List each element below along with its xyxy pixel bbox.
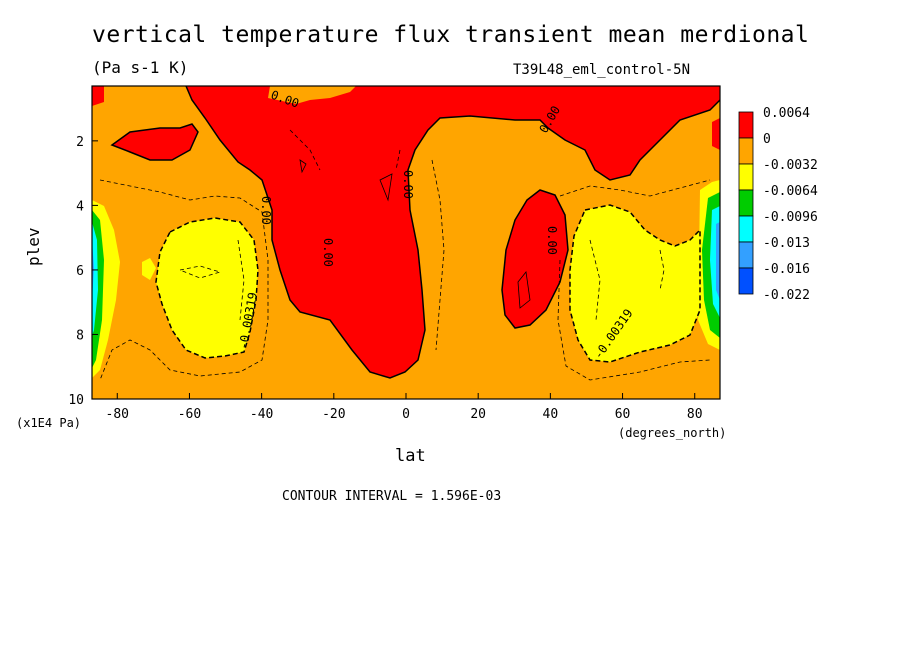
x-tick-label: 20 xyxy=(470,407,486,422)
legend-label: -0.0032 xyxy=(763,158,818,173)
contour-thin-right xyxy=(557,179,711,381)
contour-lines xyxy=(99,86,720,381)
contour-thin-left xyxy=(99,179,269,381)
x-tick-label: -80 xyxy=(106,407,129,422)
contour-thin-center xyxy=(289,129,445,351)
x-axis: -80 -60 -40 -20 0 20 40 60 80 xyxy=(106,393,703,422)
fill-yellow-left-big xyxy=(156,218,258,358)
dataset-label: T39L48_eml_control-5N xyxy=(513,62,691,78)
legend-swatch xyxy=(738,189,754,217)
x-axis-unit: (degrees_north) xyxy=(618,426,727,440)
fill-red-central-tower xyxy=(186,86,720,378)
legend-label: 0 xyxy=(763,132,771,147)
fill-red-upper-left xyxy=(112,124,198,160)
legend-label: 0.0064 xyxy=(763,106,810,121)
fill-blue-right xyxy=(716,222,720,300)
y-tick-label: 6 xyxy=(76,264,84,279)
contour-label: 0.00 xyxy=(545,226,559,255)
legend-label: -0.0096 xyxy=(763,210,818,225)
chart-units: (Pa s-1 K) xyxy=(92,58,189,77)
y-tick-label: 4 xyxy=(76,199,84,214)
y-axis: 2 4 6 8 10 xyxy=(68,135,98,408)
chart-title: vertical temperature flux transient mean… xyxy=(92,22,810,48)
x-tick-label: 60 xyxy=(615,407,631,422)
contour-interval: CONTOUR INTERVAL = 1.596E-03 xyxy=(282,489,502,504)
contour-zero-upper-left xyxy=(110,123,199,161)
y-tick-label: 10 xyxy=(68,393,84,408)
legend-label: -0.022 xyxy=(763,288,810,303)
y-axis-unit: (x1E4 Pa) xyxy=(16,416,82,430)
fill-yellow-right-big xyxy=(570,205,700,362)
x-tick-label: 0 xyxy=(402,407,410,422)
legend-label: -0.016 xyxy=(763,262,810,277)
x-tick-label: 40 xyxy=(543,407,559,422)
x-tick-label: -20 xyxy=(322,407,345,422)
legend-swatch xyxy=(738,137,754,165)
legend-label: -0.013 xyxy=(763,236,810,251)
x-axis-label: lat xyxy=(395,446,426,466)
contour-small-loops xyxy=(299,159,531,309)
x-tick-label: -60 xyxy=(178,407,201,422)
fill-cyan-left xyxy=(92,222,98,336)
legend-swatch xyxy=(738,215,754,243)
y-tick-label: 8 xyxy=(76,328,84,343)
x-tick-label: 80 xyxy=(687,407,703,422)
contour-zero-central xyxy=(185,86,720,379)
contour-label: 0.00 xyxy=(401,170,415,199)
legend-label: -0.0064 xyxy=(763,184,818,199)
legend-swatch xyxy=(738,163,754,191)
fill-red-right-edge xyxy=(712,118,720,150)
color-legend: 0.0064 0 -0.0032 -0.0064 -0.0096 -0.013 -0.016… xyxy=(738,106,818,303)
contour-neg-right-big xyxy=(569,204,701,363)
fill-red-top-left xyxy=(92,86,104,106)
contour-neg-left-big xyxy=(155,217,259,359)
legend-swatch xyxy=(738,267,754,295)
y-tick-label: 2 xyxy=(76,135,84,150)
legend-swatch xyxy=(738,241,754,269)
legend-swatch xyxy=(738,111,754,139)
contour-zero-right-midlat xyxy=(501,189,569,329)
x-tick-label: -40 xyxy=(250,407,273,422)
contour-label: 0.00 xyxy=(259,196,273,225)
contour-field xyxy=(92,86,720,399)
contour-label: 0.00 xyxy=(321,238,335,267)
fill-yellow-left-small xyxy=(142,258,156,280)
